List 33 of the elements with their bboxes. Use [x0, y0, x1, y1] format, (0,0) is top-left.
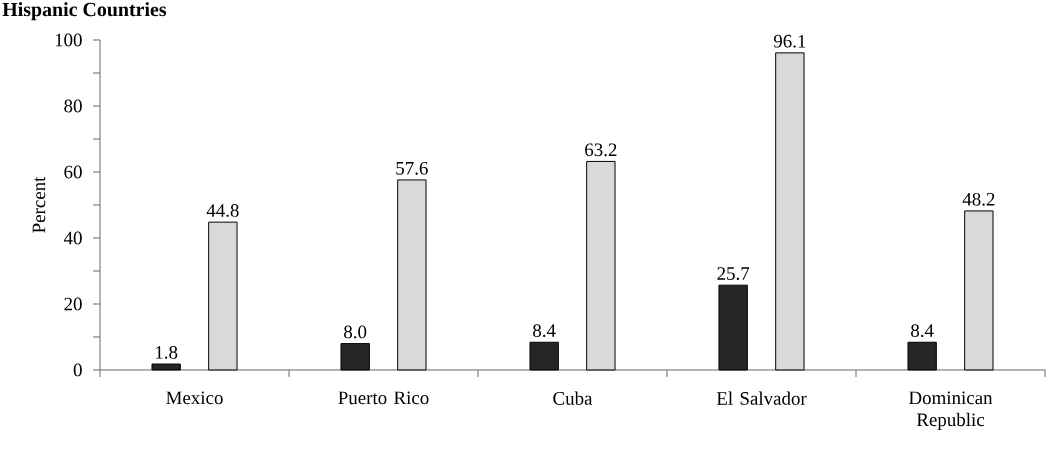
data-label: 63.2: [585, 143, 617, 157]
bar: [151, 363, 181, 371]
y-tick-label: 60: [64, 165, 82, 179]
bar: [340, 343, 370, 371]
y-tick-label: 80: [64, 99, 82, 113]
data-label: 25.7: [717, 267, 750, 280]
bar: [586, 160, 616, 371]
x-tick-label: Dominican Republic: [909, 391, 993, 430]
y-tick-label: 0: [73, 363, 82, 377]
bar: [208, 221, 238, 371]
data-label: 57.6: [396, 161, 428, 175]
chart-title: Hispanic Countries: [2, 2, 167, 21]
x-tick-label: El Salvador: [716, 391, 807, 405]
data-label: 8.4: [911, 324, 934, 338]
bar: [775, 52, 805, 371]
y-axis-title: Percent: [32, 176, 46, 233]
data-label: 1.8: [155, 346, 178, 359]
data-label: 44.8: [206, 204, 239, 217]
y-tick-label: 40: [63, 231, 82, 245]
bar: [397, 179, 427, 371]
y-tick-label: 100: [55, 33, 82, 47]
data-label: 8.0: [344, 325, 367, 339]
bar: [964, 210, 994, 371]
x-tick-label: Puerto Rico: [338, 391, 429, 405]
x-tick-label: Mexico: [166, 391, 223, 405]
bar: [718, 284, 748, 371]
data-label: 96.1: [773, 34, 806, 48]
x-tick-label: Cuba: [553, 391, 593, 405]
data-label: 8.4: [533, 324, 556, 338]
data-label: 48.2: [962, 192, 995, 206]
bar: [529, 341, 559, 371]
y-tick-label: 20: [64, 297, 82, 311]
bar: [907, 341, 937, 371]
